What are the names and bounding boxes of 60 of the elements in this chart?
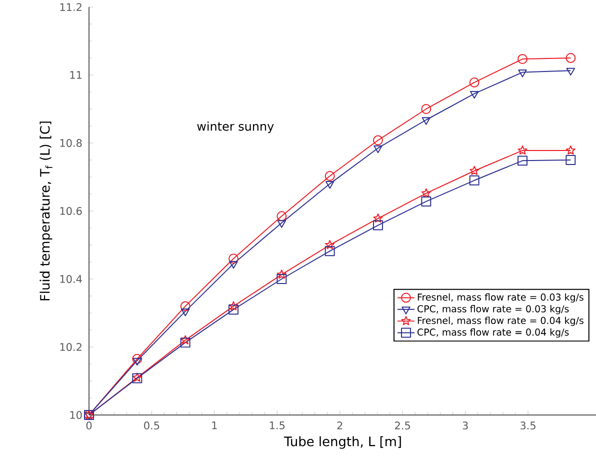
legend-label: CPC, mass flow rate = 0.03 kg/s	[418, 305, 569, 314]
point	[228, 254, 238, 264]
point	[229, 260, 238, 269]
x-tick-label: 1.5	[270, 422, 285, 430]
y-tick-label: 10.6	[60, 207, 82, 215]
point	[180, 301, 190, 312]
point	[277, 220, 286, 228]
point	[324, 170, 335, 181]
point	[421, 188, 431, 198]
y-tick-label: 10.2	[60, 343, 82, 351]
x-tick-label: 1	[212, 422, 217, 430]
point	[373, 135, 383, 146]
y-axis-title: Fluid temperature, T$_{f}$ (L) [C]	[40, 122, 52, 300]
x-tick-label: 0	[86, 422, 92, 430]
point	[373, 213, 383, 223]
point	[566, 145, 576, 155]
point	[228, 301, 238, 310]
point	[518, 70, 527, 78]
point	[469, 77, 480, 88]
point	[180, 338, 190, 348]
y-tick-label: 11	[70, 71, 82, 79]
point	[373, 220, 383, 230]
point	[518, 156, 528, 166]
point	[325, 240, 335, 250]
x-axis-title: Tube length, L [m]	[284, 436, 401, 449]
point	[422, 117, 431, 125]
point	[566, 53, 576, 63]
point	[374, 145, 382, 154]
point	[132, 358, 142, 366]
point	[228, 304, 238, 315]
point	[518, 145, 528, 155]
legend-label: Fresnel, mass flow rate = 0.04 kg/s	[418, 316, 584, 326]
point	[421, 104, 432, 114]
x-tick-label: 2	[337, 422, 342, 430]
legend-label: CPC, mass flow rate = 0.04 kg/s	[418, 328, 569, 338]
point	[276, 274, 287, 284]
point	[470, 90, 479, 99]
legend-label: Fresnel, mass flow rate = 0.03 kg/s	[418, 293, 584, 303]
y-tick-label: 10.4	[60, 275, 82, 283]
point	[276, 211, 287, 222]
point	[470, 166, 480, 176]
y-tick-label: 10.8	[60, 139, 82, 147]
point	[180, 308, 190, 316]
point	[132, 354, 142, 364]
annotation: winter sunny	[197, 122, 274, 134]
x-tick-label: 3	[462, 422, 468, 430]
point	[180, 335, 190, 344]
point	[421, 196, 432, 206]
x-tick-label: 3.5	[520, 422, 536, 430]
point	[276, 270, 286, 279]
x-tick-label: 0.5	[144, 422, 160, 430]
point	[324, 246, 335, 256]
y-tick-label: 11.2	[60, 3, 82, 11]
point	[325, 181, 334, 189]
point	[469, 175, 480, 186]
point	[566, 68, 576, 76]
y-tick-label: 10	[70, 411, 82, 419]
x-tick-label: 2.5	[395, 422, 410, 430]
point	[518, 54, 528, 64]
point	[566, 155, 576, 165]
